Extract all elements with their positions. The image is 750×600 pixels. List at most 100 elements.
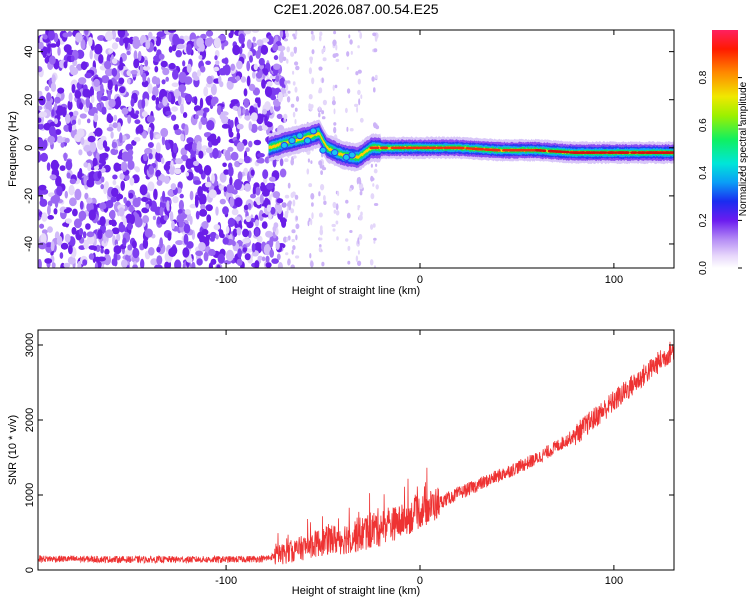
noise-blob bbox=[38, 66, 43, 73]
noise-blob bbox=[124, 253, 132, 263]
noise-blob bbox=[288, 206, 292, 211]
noise-blob bbox=[150, 200, 158, 212]
noise-blob bbox=[50, 240, 55, 252]
noise-blob bbox=[111, 141, 118, 149]
noise-blob bbox=[225, 225, 230, 234]
noise-blob bbox=[203, 165, 212, 176]
noise-blob bbox=[359, 117, 364, 123]
noise-blob bbox=[111, 42, 119, 50]
noise-blob bbox=[119, 173, 125, 180]
noise-blob bbox=[92, 157, 98, 167]
noise-blob bbox=[67, 256, 76, 265]
noise-blob bbox=[38, 105, 43, 111]
noise-blob bbox=[161, 157, 165, 165]
noise-blob bbox=[318, 112, 321, 118]
noise-blob bbox=[200, 43, 205, 52]
noise-blob bbox=[104, 60, 112, 70]
noise-blob bbox=[246, 75, 251, 87]
noise-blob bbox=[61, 106, 67, 118]
ridge-core bbox=[565, 150, 570, 154]
noise-blob bbox=[123, 197, 127, 204]
noise-blob bbox=[256, 235, 263, 243]
noise-blob bbox=[242, 228, 250, 238]
noise-blob bbox=[206, 214, 212, 223]
noise-blob bbox=[294, 61, 299, 66]
noise-blob bbox=[318, 246, 322, 252]
noise-blob bbox=[295, 223, 300, 230]
noise-blob bbox=[78, 77, 87, 85]
noise-blob bbox=[167, 92, 172, 103]
noise-blob bbox=[291, 229, 296, 234]
noise-blob bbox=[295, 30, 298, 37]
noise-blob bbox=[155, 151, 161, 162]
noise-blob bbox=[270, 95, 277, 101]
noise-blob bbox=[310, 57, 313, 64]
noise-blob bbox=[373, 265, 377, 268]
noise-blob bbox=[283, 236, 288, 243]
noise-blob bbox=[184, 143, 192, 151]
noise-blob bbox=[108, 48, 114, 54]
noise-blob bbox=[282, 56, 287, 61]
noise-blob bbox=[311, 77, 315, 85]
noise-blob bbox=[292, 81, 296, 86]
noise-blob bbox=[266, 121, 273, 128]
noise-blob bbox=[57, 87, 65, 94]
noise-blob bbox=[210, 97, 217, 107]
noise-blob bbox=[308, 217, 311, 222]
noise-blob bbox=[200, 65, 206, 73]
noise-blob bbox=[370, 193, 375, 200]
noise-blob bbox=[279, 30, 284, 38]
spectrogram-ytick-label: -20 bbox=[23, 188, 35, 204]
noise-blob bbox=[42, 34, 48, 40]
noise-blob bbox=[292, 155, 297, 159]
noise-blob bbox=[336, 236, 339, 241]
noise-blob bbox=[203, 251, 209, 262]
noise-blob bbox=[126, 69, 132, 77]
noise-blob bbox=[70, 55, 75, 62]
noise-blob bbox=[200, 116, 208, 125]
noise-blob bbox=[110, 131, 114, 139]
noise-blob bbox=[335, 58, 340, 63]
noise-blob bbox=[286, 80, 291, 84]
noise-blob bbox=[277, 204, 283, 215]
noise-blob bbox=[45, 101, 53, 110]
noise-blob bbox=[75, 32, 83, 43]
noise-blob bbox=[346, 88, 351, 94]
noise-blob bbox=[117, 154, 123, 160]
ridge-blob bbox=[331, 149, 339, 157]
noise-blob bbox=[121, 259, 128, 268]
noise-blob bbox=[41, 212, 48, 222]
noise-blob bbox=[174, 128, 182, 136]
noise-blob bbox=[219, 198, 226, 205]
noise-blob bbox=[51, 74, 56, 84]
noise-blob bbox=[162, 96, 168, 107]
colorbar-ticks: 0.0 0.2 0.4 0.6 0.8 bbox=[698, 70, 742, 275]
noise-blob bbox=[231, 240, 236, 247]
noise-blob bbox=[119, 36, 125, 46]
noise-blob bbox=[38, 138, 44, 149]
noise-blob bbox=[53, 208, 58, 215]
noise-blob bbox=[176, 43, 185, 50]
snr-ytick-label: 3000 bbox=[24, 333, 36, 357]
noise-blob bbox=[265, 255, 270, 263]
noise-blob bbox=[51, 109, 55, 117]
snr-frame bbox=[37, 329, 675, 571]
noise-blob bbox=[318, 212, 323, 218]
noise-blob bbox=[279, 158, 284, 167]
noise-blob bbox=[345, 238, 349, 242]
noise-blob bbox=[237, 171, 243, 181]
noise-blob bbox=[202, 112, 207, 118]
noise-blob bbox=[147, 181, 155, 192]
spectrogram-xtick-label: -100 bbox=[215, 274, 237, 286]
noise-blob bbox=[335, 44, 338, 51]
noise-blob bbox=[320, 184, 325, 191]
noise-blob bbox=[114, 84, 119, 92]
noise-blob bbox=[252, 71, 256, 79]
noise-blob bbox=[182, 247, 190, 258]
ridge-core bbox=[432, 146, 437, 150]
noise-blob bbox=[196, 141, 202, 151]
noise-blob bbox=[290, 208, 295, 214]
noise-blob bbox=[161, 135, 165, 146]
noise-blob bbox=[48, 30, 55, 41]
noise-blob bbox=[236, 132, 241, 141]
